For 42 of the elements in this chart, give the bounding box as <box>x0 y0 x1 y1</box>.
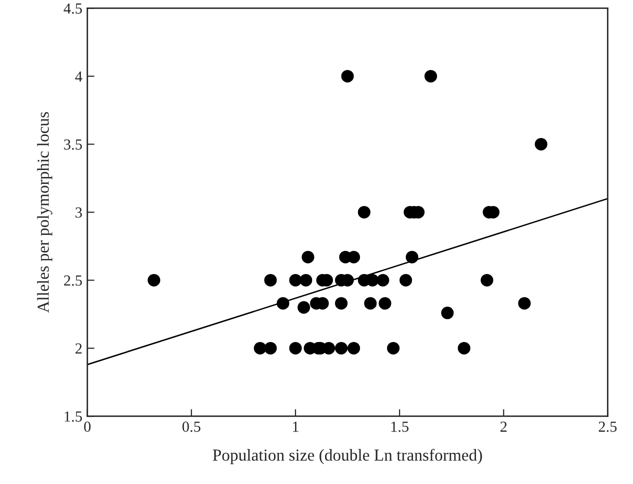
point <box>441 306 454 320</box>
x-tick-label: 1.5 <box>391 422 408 432</box>
y-tick-label: 4.5 <box>64 3 82 14</box>
point <box>254 342 266 355</box>
point <box>358 206 370 219</box>
point <box>480 274 494 287</box>
point <box>335 297 348 310</box>
point <box>364 297 377 310</box>
point <box>264 274 277 287</box>
x-tick-label: 1 <box>293 422 298 432</box>
point <box>148 274 160 287</box>
x-tick-label: 2 <box>500 422 507 432</box>
point <box>298 301 310 314</box>
point <box>335 342 348 355</box>
y-tick-label: 2 <box>76 343 82 354</box>
y-tick-label: 3 <box>76 207 82 218</box>
y-tick-label: 1.5 <box>64 411 82 422</box>
point <box>289 274 302 287</box>
y-axis-title: Alleles per polymorphic locus <box>37 112 52 313</box>
point <box>458 342 470 355</box>
point <box>378 297 392 310</box>
point <box>300 274 312 287</box>
point <box>341 70 354 83</box>
point <box>366 274 379 287</box>
x-axis-title: Population size (double Ln transformed) <box>212 448 482 464</box>
point <box>264 342 277 355</box>
y-tick-label: 2.5 <box>64 275 82 286</box>
x-tick-label: 2.5 <box>598 422 617 432</box>
y-tick-label: 4 <box>75 71 82 82</box>
point <box>387 342 400 355</box>
point <box>400 274 412 287</box>
x-tick-label: 0.5 <box>182 422 200 432</box>
point <box>518 297 531 310</box>
point <box>424 70 438 83</box>
point <box>302 250 314 264</box>
x-tick-label: 0 <box>84 422 91 432</box>
point <box>347 342 360 355</box>
point <box>376 274 390 287</box>
point <box>322 342 336 355</box>
point <box>534 138 548 151</box>
point <box>289 342 302 355</box>
y-tick-label: 3.5 <box>64 139 82 150</box>
